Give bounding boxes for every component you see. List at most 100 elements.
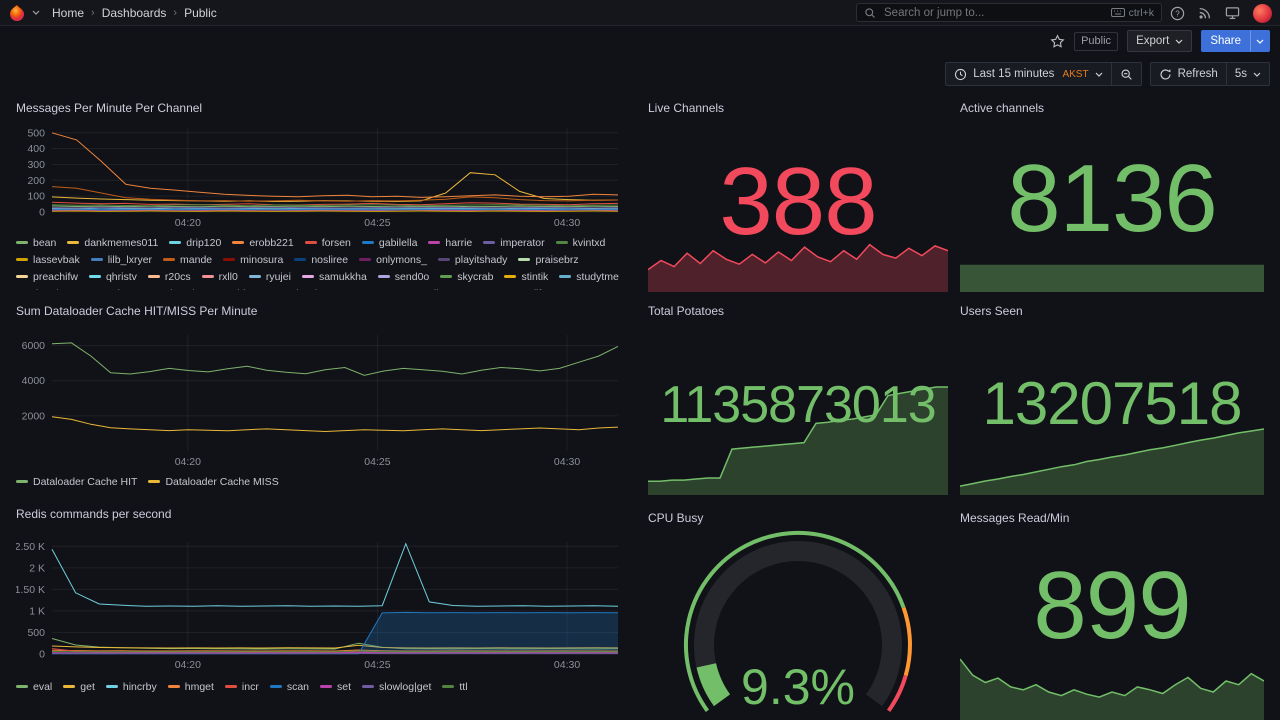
breadcrumb-dashboards[interactable]: Dashboards (101, 5, 167, 20)
panel-title: Active channels (960, 101, 1045, 115)
legend-item-stintik[interactable]: stintik (504, 270, 548, 283)
monitor-icon[interactable] (1225, 6, 1240, 20)
news-rss-icon[interactable] (1198, 6, 1212, 20)
legend-item-incr[interactable]: incr (224, 680, 259, 693)
legend-item-qhristv[interactable]: qhristv (88, 270, 137, 283)
favorite-star-icon[interactable] (1050, 33, 1065, 49)
legend-item-erobb221[interactable]: erobb221 (232, 236, 294, 249)
chart-legend: eval get hincrby hmget incr scan set slowlog|ge… (16, 680, 624, 696)
legend-item-Dataloader Cache HIT[interactable]: Dataloader Cache HIT (16, 475, 137, 488)
legend-item-preachifw[interactable]: preachifw (16, 270, 78, 283)
legend-item-hincrby[interactable]: hincrby (105, 680, 157, 693)
public-tag[interactable]: Public (1074, 31, 1119, 51)
legend-item-dankmemes011[interactable]: dankmemes011 (67, 236, 158, 249)
org-menu-chevron-icon[interactable] (32, 10, 40, 15)
svg-text:0: 0 (39, 649, 45, 661)
search-input[interactable]: ctrl+k (856, 3, 1162, 22)
panel-active-channels: Active channels 8136 (960, 96, 1264, 292)
legend-item-eval[interactable]: eval (16, 680, 52, 693)
svg-text:04:25: 04:25 (364, 659, 390, 671)
legend-item-forsen[interactable]: forsen (304, 236, 351, 249)
legend-item-drip120[interactable]: drip120 (169, 236, 221, 249)
legend-item-praisebrz[interactable]: praisebrz (518, 253, 579, 266)
legend-item-tirumisa[interactable]: tirumisa (16, 287, 70, 291)
svg-text:400: 400 (27, 143, 45, 155)
legend-item-samukkha[interactable]: samukkha (301, 270, 367, 283)
top-nav: Home › Dashboards › Public ctrl+k ? (0, 0, 1280, 26)
legend-item-lassevbak[interactable]: lassevbak (16, 253, 80, 266)
legend-item-ttl[interactable]: ttl (442, 680, 468, 693)
legend-item-skycrab[interactable]: skycrab (440, 270, 493, 283)
legend-item-usatiy_[interactable]: usatiy_ (81, 287, 131, 291)
refresh-interval-label: 5s (1234, 68, 1247, 80)
keyboard-shortcut-hint: ctrl+k (1110, 6, 1154, 19)
grafana-logo-icon[interactable] (8, 4, 26, 22)
timeseries-chart[interactable]: 0 100 200 300 400 500 04:20 04:25 04:30 (16, 122, 624, 230)
share-button[interactable]: Share (1201, 30, 1250, 52)
legend-item-uuyalis[interactable]: uuyalis (394, 287, 444, 291)
legend-item-rxll0[interactable]: rxll0 (201, 270, 238, 283)
breadcrumb-home[interactable]: Home (52, 5, 85, 20)
panel-messages-read: Messages Read/Min 899 (960, 506, 1264, 720)
search-icon (864, 7, 876, 19)
legend-item-kvintxd[interactable]: kvintxd (555, 236, 605, 249)
legend-item-vqmpr[interactable]: vqmpr (337, 287, 383, 291)
breadcrumb-public[interactable]: Public (184, 5, 217, 20)
export-button[interactable]: Export (1127, 30, 1193, 52)
legend-item-varldetta[interactable]: varldetta (206, 287, 263, 291)
clock-icon (955, 68, 967, 80)
legend-item-onlymons_[interactable]: onlymons_ (359, 253, 427, 266)
legend-item-viscoito[interactable]: viscoito (274, 287, 326, 291)
legend-item-vao[interactable]: vao (455, 287, 489, 291)
timeseries-chart[interactable]: 2000 4000 6000 04:20 04:25 04:30 (16, 329, 624, 469)
help-icon[interactable]: ? (1170, 6, 1185, 21)
legend-item-ryujei[interactable]: ryujei (248, 270, 291, 283)
breadcrumb-separator: › (91, 6, 95, 19)
legend-item-valastol[interactable]: valastol (142, 287, 195, 291)
refresh-button[interactable]: Refresh (1149, 62, 1227, 86)
timeseries-chart[interactable]: 0 500 1 K 1.50 K 2 K 2.50 K 04:20 04:25 04:30 (16, 536, 624, 672)
legend-item-lilb_lxryer[interactable]: lilb_lxryer (90, 253, 152, 266)
legend-item-get[interactable]: get (63, 680, 95, 693)
legend-item-r20cs[interactable]: r20cs (147, 270, 191, 283)
legend-item-imperator[interactable]: imperator (483, 236, 545, 249)
legend-item-slowlog|get[interactable]: slowlog|get (362, 680, 431, 693)
svg-text:0: 0 (39, 207, 45, 219)
chart-legend: Dataloader Cache HIT Dataloader Cache MIS… (16, 475, 624, 491)
shortcut-label: ctrl+k (1128, 6, 1154, 19)
sparkline (648, 228, 948, 292)
svg-text:04:20: 04:20 (175, 659, 201, 671)
legend-item-playitshady[interactable]: playitshady (437, 253, 507, 266)
legend-item-gabilella[interactable]: gabilella (361, 236, 417, 249)
breadcrumb-separator: › (173, 6, 178, 19)
legend-item-bean[interactable]: bean (16, 236, 56, 249)
svg-text:04:30: 04:30 (554, 659, 580, 671)
user-avatar[interactable] (1253, 3, 1272, 23)
sparkline-canvas (960, 428, 1264, 495)
panel-title: CPU Busy (648, 511, 704, 525)
svg-text:04:25: 04:25 (364, 456, 390, 468)
sparkline-canvas (648, 243, 948, 292)
legend-item-scan[interactable]: scan (269, 680, 309, 693)
search-field[interactable] (882, 5, 1105, 20)
legend-item-set[interactable]: set (320, 680, 351, 693)
legend-item-nosliree[interactable]: nosliree (294, 253, 348, 266)
timezone-label: AKST (1062, 68, 1089, 80)
share-label: Share (1210, 35, 1241, 47)
time-range-button[interactable]: Last 15 minutes AKST (945, 62, 1112, 86)
legend-item-Dataloader Cache MISS[interactable]: Dataloader Cache MISS (148, 475, 279, 488)
sparkline (960, 427, 1264, 495)
legend-item-harrie[interactable]: harrie (428, 236, 472, 249)
refresh-interval-button[interactable]: 5s (1225, 62, 1270, 86)
dashboard-action-bar: Public Export Share (0, 27, 1280, 55)
legend-item-send0o[interactable]: send0o (377, 270, 429, 283)
svg-text:04:20: 04:20 (175, 217, 201, 229)
zoom-out-button[interactable] (1110, 62, 1142, 86)
legend-item-mande[interactable]: mande (163, 253, 212, 266)
legend-item-veailfu[interactable]: veailfu (500, 287, 547, 291)
legend-item-minosura[interactable]: minosura (223, 253, 283, 266)
legend-item-hmget[interactable]: hmget (167, 680, 214, 693)
legend-item-studytme[interactable]: studytme (559, 270, 619, 283)
share-menu-caret[interactable] (1250, 30, 1270, 52)
stat-value: 8136 (1007, 145, 1218, 252)
